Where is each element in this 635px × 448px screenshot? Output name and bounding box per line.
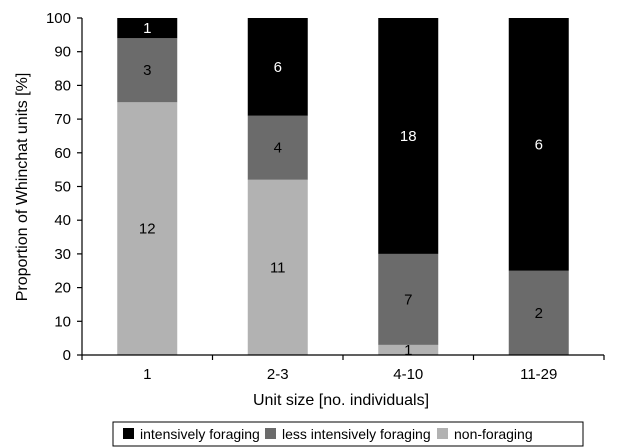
x-tick-label: 11-29	[520, 366, 557, 383]
x-tick-label: 2-3	[267, 366, 289, 383]
segment-count-label: 3	[143, 62, 151, 79]
legend-label: non-foraging	[454, 426, 533, 442]
bar-segment-intensively-foraging-4-10	[378, 18, 439, 254]
y-tick-label: 80	[54, 77, 71, 94]
legend-box	[112, 421, 584, 447]
bar-segment-non-foraging-1	[117, 102, 178, 355]
segment-count-label: 18	[400, 128, 417, 145]
bar-segment-less-intensively-foraging-1	[117, 38, 178, 103]
segment-count-label: 4	[274, 140, 282, 157]
segment-count-label: 7	[404, 291, 412, 308]
bar-segment-intensively-foraging-2-3	[247, 18, 308, 116]
legend-swatch-non-foraging	[437, 428, 448, 439]
legend-label: less intensively foraging	[282, 426, 431, 442]
y-tick-label: 100	[46, 10, 71, 27]
legend-label: intensively foraging	[140, 426, 260, 442]
y-tick-label: 40	[54, 212, 71, 229]
y-axis-title: Proportion of Whinchat units [%]	[14, 73, 31, 302]
legend-swatch-less-intensively-foraging	[265, 428, 276, 439]
y-tick-label: 30	[54, 246, 71, 263]
bar-segment-non-foraging-4-10	[378, 344, 439, 355]
bar-segment-intensively-foraging-11-29	[508, 18, 569, 271]
segment-count-label: 12	[139, 221, 156, 238]
y-tick-label: 90	[54, 44, 71, 61]
bar-segment-less-intensively-foraging-4-10	[378, 253, 439, 345]
bar-segment-intensively-foraging-1	[117, 18, 178, 39]
y-tick-label: 0	[63, 347, 71, 364]
axes-layer: 0 10 20 30 40 50 60 70 80 90 100 1 2-3 4-10 11-29	[46, 10, 605, 383]
x-axis-title: Unit size [no. individuals]	[253, 392, 429, 409]
y-tick-label: 20	[54, 280, 71, 297]
x-tick-label: 1	[143, 366, 151, 383]
y-tick-label: 50	[54, 179, 71, 196]
segment-count-label: 2	[535, 305, 543, 322]
segment-count-label: 11	[270, 259, 286, 276]
x-tick-label: 4-10	[393, 366, 423, 383]
y-tick-label: 10	[54, 313, 71, 330]
bar-segment-less-intensively-foraging-2-3	[247, 115, 308, 180]
legend-swatch-intensively-foraging	[123, 428, 134, 439]
segment-count-label: 1	[404, 342, 412, 359]
bars-layer	[117, 18, 569, 355]
y-tick-label: 70	[54, 111, 71, 128]
segment-count-label: 1	[143, 20, 151, 37]
y-tick-label: 60	[54, 145, 71, 162]
bar-segment-non-foraging-2-3	[247, 179, 308, 355]
legend: intensively foraging less intensively for…	[112, 421, 584, 447]
segment-count-label: 6	[535, 136, 543, 153]
segment-count-label: 6	[274, 59, 282, 76]
bar-segment-less-intensively-foraging-11-29	[508, 270, 569, 355]
